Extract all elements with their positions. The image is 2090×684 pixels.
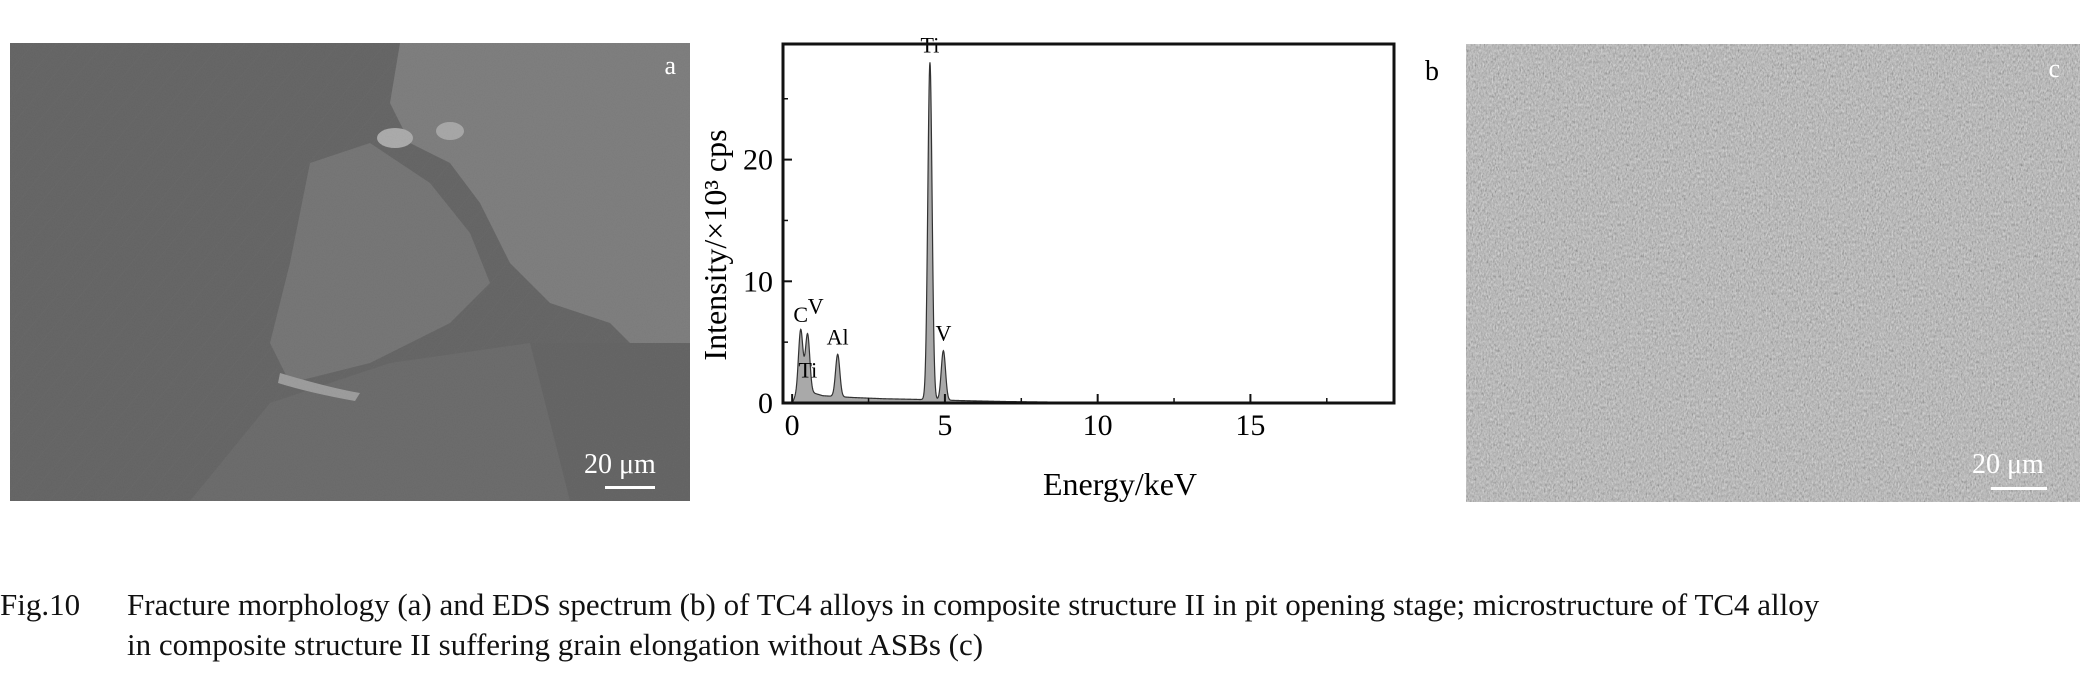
microstructure-image: c 20 μm — [1466, 44, 2080, 502]
panel-label-c: c — [2048, 54, 2060, 83]
caption-line-1: Fracture morphology (a) and EDS spectrum… — [127, 587, 1820, 622]
peak-label: V — [935, 321, 951, 346]
microstructure-picture — [1466, 44, 2080, 502]
y-axis-title: Intensity/×10³ cps — [697, 129, 733, 360]
x-tick-label: 15 — [1235, 409, 1265, 442]
panel-label-a: a — [664, 51, 676, 80]
scale-bar-c — [1991, 487, 2047, 490]
peak-label: V — [808, 294, 824, 319]
plot-frame — [781, 42, 1396, 405]
fracture-morphology-picture — [10, 43, 690, 501]
scale-bar-a — [605, 486, 655, 489]
y-tick-label: 0 — [758, 387, 773, 420]
x-axis-title: Energy/keV — [1043, 466, 1197, 502]
y-tick-label: 20 — [743, 144, 773, 177]
x-tick-label: 5 — [937, 409, 952, 442]
x-tick-label: 0 — [785, 409, 800, 442]
sem-fracture-image: a 20 μm — [10, 43, 690, 501]
caption-text: Fracture morphology (a) and EDS spectrum… — [127, 585, 2087, 665]
scale-bar-label-c: 20 μm — [1972, 449, 2044, 480]
panel-label-b: b — [1425, 56, 1439, 87]
y-tick-label: 10 — [743, 265, 773, 298]
spectrum-curve — [791, 62, 1394, 404]
caption-label: Fig.10 — [0, 587, 81, 622]
peak-label: Ti — [799, 358, 818, 383]
eds-spectrum-chart: C Ti V Al Ti V 0 5 10 15 0 10 20 b Energy/keV Inten… — [690, 30, 1460, 510]
scale-bar-label-a: 20 μm — [584, 449, 656, 480]
caption-line-2: in composite structure II suffering grai… — [127, 627, 984, 662]
peak-label: C — [793, 302, 808, 327]
x-tick-label: 10 — [1083, 409, 1113, 442]
peak-label: Al — [827, 324, 849, 349]
